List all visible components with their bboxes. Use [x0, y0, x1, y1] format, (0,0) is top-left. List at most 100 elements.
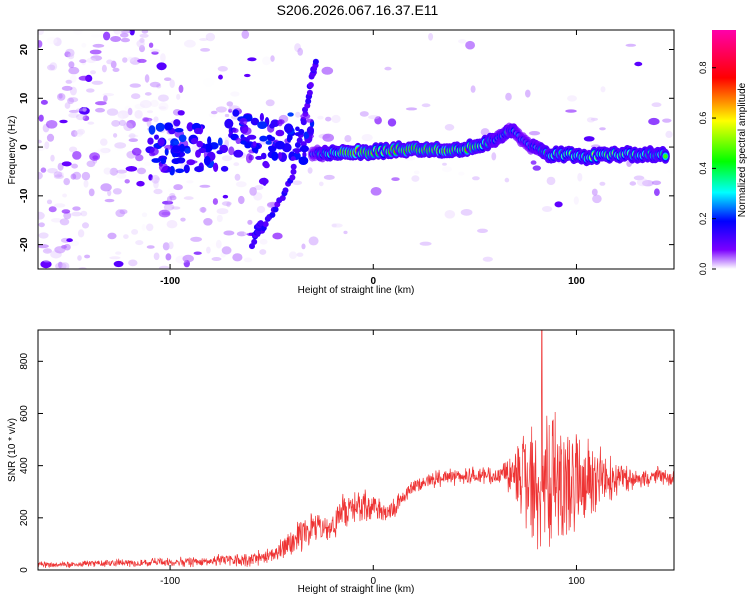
- spectrogram-noise-cell: [210, 110, 218, 115]
- spectrogram-branch-cell: [290, 163, 297, 170]
- spectrogram-noise-cell: [205, 32, 216, 42]
- spectrogram-noise-cell: [120, 32, 129, 38]
- spectrogram-noise-cell: [38, 232, 49, 239]
- spectrogram-noise-cell: [169, 79, 175, 88]
- spectrogram-noise-cell: [151, 51, 159, 55]
- spectrogram-noise-cell: [104, 198, 115, 203]
- spectrogram-noise-cell: [162, 242, 170, 251]
- spectrogram-noise-cell: [58, 261, 63, 269]
- snr-x-tick-label: 0: [370, 576, 376, 587]
- spectrogram-noise-cell: [124, 179, 130, 184]
- spectrogram-noise-cell: [114, 145, 126, 151]
- spectrogram-noise-cell: [259, 249, 267, 255]
- spectrogram-noise-cell: [67, 97, 75, 105]
- spectrogram-noise-cell: [223, 230, 235, 236]
- spectrogram-noise-cell: [68, 97, 79, 103]
- spectrogram-cluster-cell: [239, 140, 247, 145]
- spectrogram-noise-cell: [421, 103, 431, 108]
- spectrogram-noise-cell: [75, 113, 86, 121]
- spectrogram-noise-cell: [120, 37, 130, 43]
- spectrogram-noise-cell: [109, 256, 121, 260]
- spectrogram-noise-cell: [53, 171, 63, 178]
- spectrogram-noise-cell: [86, 231, 96, 237]
- spectrogram-noise-cell: [127, 134, 139, 138]
- figure-title: S206.2026.067.16.37.E11: [276, 2, 439, 18]
- spectrogram-noise-cell: [38, 30, 44, 35]
- spectrogram-noise-cell: [53, 174, 64, 179]
- spectrogram-cluster-cell: [244, 142, 252, 149]
- snr-y-tick-label: 0: [19, 567, 30, 573]
- spectrogram-noise-cell: [234, 173, 241, 181]
- colorbar-tick-label: 0.4: [698, 162, 708, 175]
- spectrogram-noise-cell: [210, 242, 222, 248]
- spectrogram-cluster-cell: [239, 118, 248, 125]
- spectrogram-noise-cell: [81, 42, 87, 48]
- spectrogram-branch-cell: [312, 58, 319, 65]
- spectrogram-noise-cell: [221, 201, 232, 207]
- spectrogram-noise-cell: [325, 116, 332, 122]
- spectrogram-noise-cell: [256, 205, 266, 214]
- spectrogram-noise-cell: [202, 78, 215, 87]
- spectrogram-noise-cell: [599, 181, 606, 186]
- spectrogram-noise-cell: [46, 199, 53, 205]
- spectrogram-noise-cell: [567, 95, 577, 102]
- spectrogram-noise-cell: [154, 177, 160, 181]
- spectrogram-cluster-cell: [155, 122, 165, 132]
- spectrogram-noise-cell: [82, 115, 90, 121]
- spectrogram-noise-cell: [153, 180, 159, 189]
- spectrogram-noise-cell: [130, 37, 141, 46]
- colorbar-tick-label: 0.2: [698, 212, 708, 225]
- spectrogram-x-axis: -100 0 100: [160, 30, 585, 287]
- spectrogram-cluster-cell: [250, 117, 260, 126]
- spectrogram-noise-cell: [54, 246, 66, 254]
- spectrogram-cluster-cell: [298, 156, 309, 165]
- spectrogram-cluster-cell: [198, 147, 207, 154]
- spectrogram-noise-cell: [125, 56, 132, 60]
- spectrogram-noise-cell: [322, 133, 335, 142]
- spectrogram-noise-cell: [301, 243, 306, 250]
- spectrogram-noise-cell: [636, 178, 649, 187]
- spectrogram-ylabel: Frequency (Hz): [7, 116, 18, 185]
- spectrogram-noise-cell: [123, 122, 133, 131]
- spectrogram-noise-cell: [592, 194, 602, 204]
- spectrogram-branch-cell: [296, 137, 303, 144]
- spectrogram-noise-cell: [74, 129, 84, 137]
- spectrogram-noise-cell: [405, 107, 418, 111]
- spectrogram-noise-cell: [82, 222, 89, 229]
- spectrogram-noise-cell: [97, 147, 109, 155]
- spectrogram-noise-cell: [61, 209, 71, 214]
- spectrogram-noise-cell: [129, 30, 135, 36]
- spectrogram-noise-cell: [387, 118, 397, 127]
- spectrogram-noise-cell: [249, 187, 257, 196]
- spectrogram-noise-cell: [331, 223, 343, 228]
- spectrogram-noise-cell: [153, 252, 160, 261]
- spectrogram-cluster-cell: [175, 168, 185, 174]
- spectrogram-cluster-cell: [164, 147, 169, 156]
- spectrogram-noise-cell: [482, 256, 493, 262]
- spectrogram-noise-cell: [465, 40, 475, 50]
- spectrogram-noise-cell: [38, 171, 43, 180]
- spectrogram-noise-cell: [65, 48, 75, 58]
- spectrogram-cluster-cell: [268, 145, 277, 153]
- snr-y-tick-label: 200: [19, 509, 30, 526]
- spectrogram-noise-cell: [391, 177, 400, 182]
- spectrogram-y-axis: -20 -10 0 10 20: [19, 44, 674, 252]
- spectrogram-cluster-cell: [173, 140, 180, 145]
- spectrogram-noise-cell: [144, 161, 152, 167]
- spectrogram-noise-cell: [63, 211, 72, 220]
- spectrogram-cluster-cell: [284, 123, 294, 134]
- spectrogram-noise-cell: [648, 117, 660, 126]
- spectrogram-noise-cell: [141, 212, 148, 218]
- spectrogram-noise-cell: [472, 176, 480, 181]
- spectrogram-y-tick-label: 10: [19, 92, 30, 104]
- spectrogram-cluster-cell: [179, 143, 185, 153]
- spectrogram-cluster-cell: [300, 141, 307, 147]
- spectrogram-noise-cell: [158, 209, 171, 218]
- spectrogram-noise-cell: [323, 174, 335, 180]
- spectrogram-noise-cell: [629, 181, 637, 186]
- spectrogram-noise-cell: [139, 38, 145, 43]
- spectrogram-noise-cell: [243, 231, 249, 236]
- spectrogram-cluster-cell: [184, 147, 191, 154]
- spectrogram-noise-cell: [216, 214, 223, 223]
